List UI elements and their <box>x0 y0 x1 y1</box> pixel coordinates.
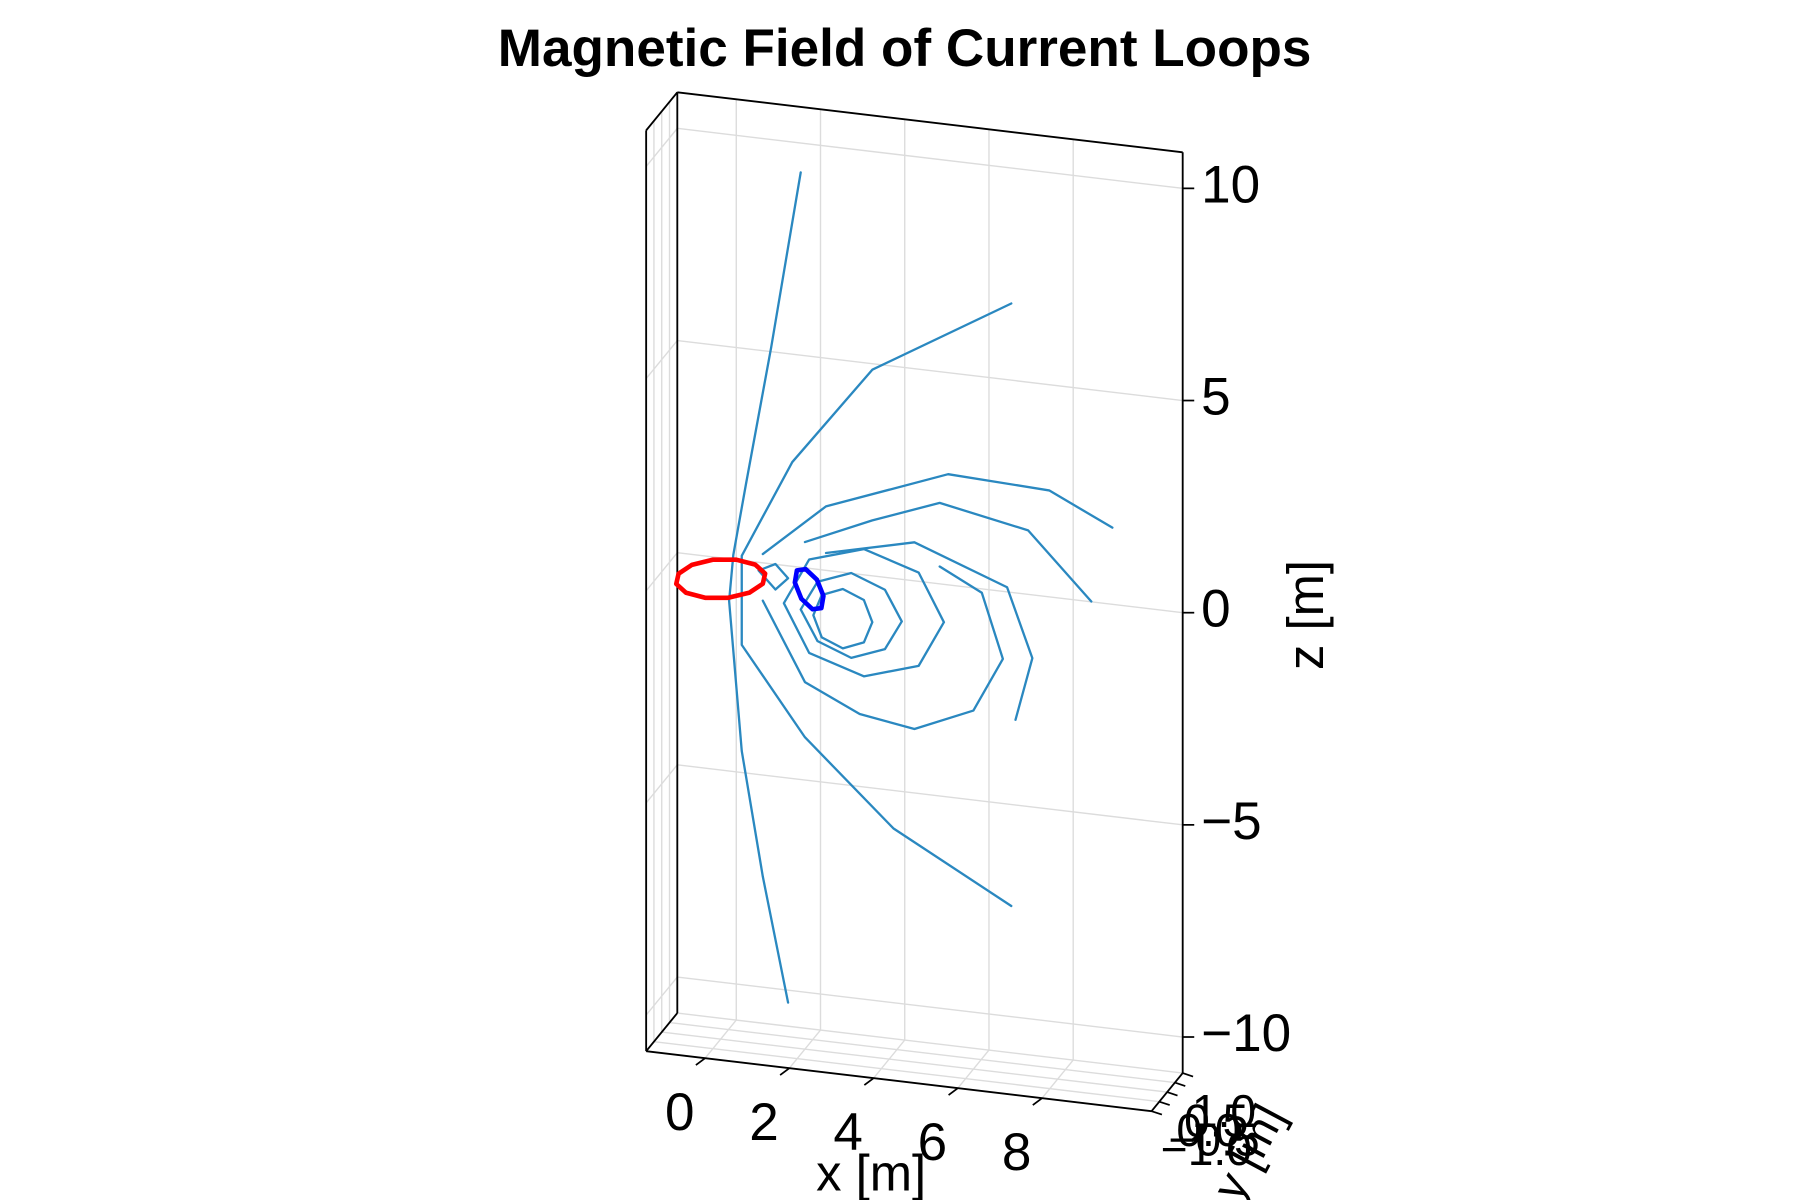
grid <box>645 92 1183 1112</box>
axis-edge <box>645 91 679 131</box>
x-tick <box>863 1077 875 1086</box>
y-tick <box>1174 1081 1186 1087</box>
grid-line <box>661 1031 1168 1093</box>
plot-area <box>673 171 1114 1004</box>
x-tick <box>1032 1097 1043 1106</box>
x-tick-label: 2 <box>749 1093 779 1152</box>
z-tick-label: 5 <box>1201 368 1231 427</box>
series-line <box>673 557 768 601</box>
x-axis-label: x [m] <box>816 1144 926 1200</box>
grid-line <box>677 339 1183 402</box>
z-tick-label: 0 <box>1201 580 1231 639</box>
axis-edge <box>646 1050 1152 1113</box>
x-tick-label: 6 <box>918 1113 948 1172</box>
x-tick-label: 8 <box>1002 1123 1032 1182</box>
series-line <box>782 547 946 678</box>
grid-line <box>677 976 1183 1038</box>
series-line <box>761 473 1114 556</box>
y-tick <box>1166 1091 1178 1097</box>
y-tick-label: −0.5 <box>1169 1113 1260 1165</box>
series-line <box>757 562 790 591</box>
y-tick <box>1159 1100 1170 1106</box>
y-tick <box>1182 1072 1194 1078</box>
chart-title: Magnetic Field of Current Loops <box>498 19 1312 78</box>
x-tick-label: 4 <box>833 1103 863 1162</box>
grid-line <box>677 127 1183 190</box>
grid-line <box>677 1012 1183 1074</box>
series-line <box>792 566 826 612</box>
y-tick-label: 0.5 <box>1184 1094 1248 1146</box>
z-axis-label: z [m] <box>1277 560 1334 670</box>
y-tick-label: 0.0 <box>1176 1104 1240 1156</box>
grid-line <box>677 552 1183 614</box>
axis-edge <box>645 1012 679 1052</box>
x-tick <box>695 1057 706 1066</box>
series-line <box>761 565 1005 731</box>
series-line <box>803 501 1093 603</box>
grid-line <box>669 1021 1175 1084</box>
z-tick-label: −5 <box>1201 792 1262 851</box>
series-line <box>727 171 802 1004</box>
x-tick-label: 0 <box>665 1083 695 1142</box>
x-tick <box>948 1087 959 1096</box>
y-tick-label: −1.0 <box>1161 1123 1252 1175</box>
y-tick <box>1151 1110 1163 1116</box>
series-line <box>824 541 1034 721</box>
grid-line <box>653 1040 1160 1103</box>
axis-edge <box>677 91 1183 154</box>
y-tick-label: 1.0 <box>1192 1085 1256 1137</box>
x-tick <box>779 1067 790 1076</box>
series-line <box>740 302 1013 908</box>
z-tick-label: −10 <box>1201 1004 1291 1063</box>
axis-box <box>645 91 1184 1113</box>
series-line <box>812 587 874 650</box>
z-tick-label: 10 <box>1201 155 1260 214</box>
grid-line <box>677 764 1183 826</box>
series-line <box>799 571 903 660</box>
